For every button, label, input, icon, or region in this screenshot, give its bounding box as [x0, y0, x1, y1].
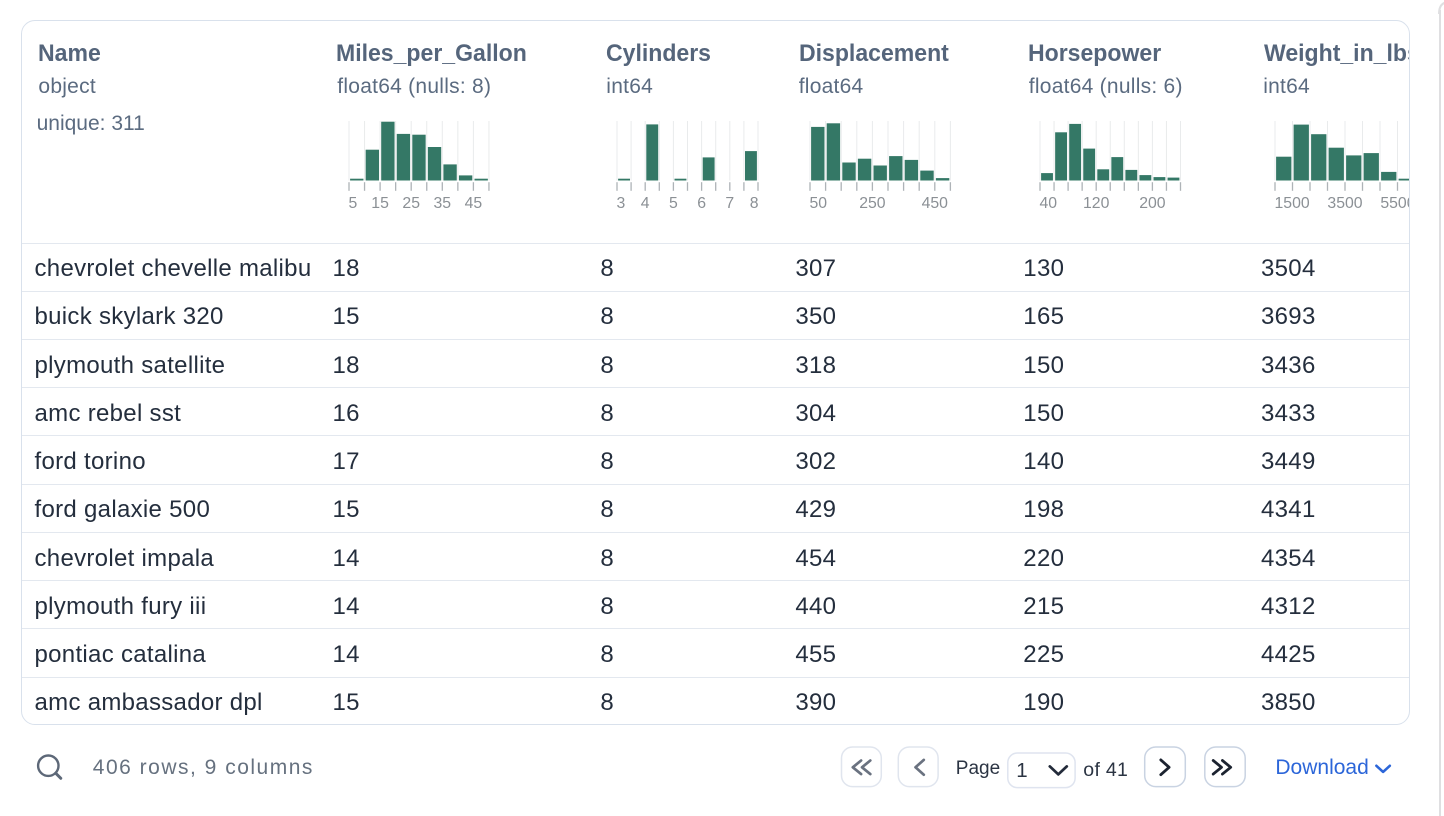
- svg-text:8: 8: [750, 195, 759, 212]
- svg-text:3500: 3500: [1327, 195, 1362, 212]
- svg-text:450: 450: [922, 195, 949, 212]
- svg-text:6: 6: [697, 195, 706, 212]
- svg-text:40: 40: [1040, 195, 1058, 212]
- svg-text:200: 200: [1139, 195, 1166, 212]
- svg-text:25: 25: [402, 195, 420, 212]
- svg-text:3: 3: [617, 195, 626, 212]
- svg-text:120: 120: [1083, 195, 1110, 212]
- svg-text:1500: 1500: [1274, 195, 1309, 212]
- svg-text:50: 50: [809, 195, 827, 212]
- svg-text:5: 5: [669, 195, 678, 212]
- svg-text:5: 5: [348, 195, 357, 212]
- svg-text:15: 15: [371, 195, 389, 212]
- svg-text:5500: 5500: [1380, 195, 1409, 212]
- svg-text:7: 7: [726, 195, 735, 212]
- svg-text:4: 4: [641, 195, 650, 212]
- svg-text:250: 250: [859, 195, 886, 212]
- svg-text:35: 35: [433, 195, 451, 212]
- svg-text:45: 45: [464, 195, 482, 212]
